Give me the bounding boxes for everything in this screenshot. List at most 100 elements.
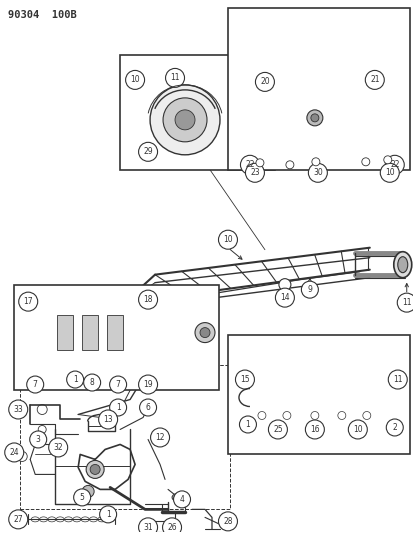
Text: 5: 5 (80, 493, 84, 502)
Circle shape (278, 279, 290, 290)
Text: 21: 21 (369, 75, 379, 84)
Text: 3: 3 (36, 435, 40, 444)
Circle shape (361, 158, 369, 166)
Circle shape (311, 158, 319, 166)
Circle shape (218, 230, 237, 249)
Bar (228, 335, 409, 455)
Circle shape (175, 110, 195, 130)
Circle shape (239, 416, 256, 433)
Circle shape (49, 438, 67, 457)
Circle shape (245, 163, 264, 182)
Text: 19: 19 (143, 380, 152, 389)
Circle shape (364, 70, 383, 90)
Circle shape (195, 322, 214, 343)
Text: 25: 25 (273, 425, 282, 434)
Bar (120, 55, 274, 170)
Bar (107, 314, 123, 350)
Text: 13: 13 (103, 415, 113, 424)
Text: 1: 1 (116, 403, 120, 412)
Circle shape (19, 292, 38, 311)
Circle shape (138, 375, 157, 394)
Circle shape (9, 510, 28, 529)
Circle shape (86, 461, 104, 479)
Text: 33: 33 (13, 405, 23, 414)
Circle shape (150, 428, 169, 447)
Text: 31: 31 (143, 523, 152, 532)
Circle shape (109, 399, 126, 416)
Circle shape (268, 420, 287, 439)
Text: 1: 1 (73, 375, 77, 384)
Bar (14, 285, 218, 390)
Circle shape (275, 288, 294, 307)
Bar (57, 314, 73, 350)
Text: 11: 11 (392, 375, 401, 384)
Circle shape (82, 486, 94, 497)
Circle shape (66, 371, 83, 388)
Text: 7: 7 (115, 380, 120, 389)
Text: 14: 14 (280, 293, 289, 302)
Text: 6: 6 (145, 403, 150, 412)
Circle shape (138, 142, 157, 161)
Circle shape (285, 161, 293, 169)
Text: 10: 10 (384, 168, 394, 177)
Circle shape (282, 411, 290, 419)
Circle shape (306, 110, 322, 126)
Circle shape (337, 411, 345, 419)
Text: 22: 22 (389, 160, 399, 169)
Circle shape (347, 420, 366, 439)
Circle shape (308, 163, 327, 182)
Circle shape (90, 464, 100, 474)
Circle shape (165, 68, 184, 87)
Bar (82, 314, 98, 350)
Text: 1: 1 (105, 510, 110, 519)
Text: 23: 23 (249, 168, 259, 177)
Circle shape (257, 411, 265, 419)
Text: 4: 4 (179, 495, 184, 504)
Text: 22: 22 (244, 160, 254, 169)
Circle shape (240, 155, 259, 174)
Text: 32: 32 (53, 443, 63, 452)
Circle shape (255, 159, 263, 167)
Circle shape (5, 443, 24, 462)
Text: 15: 15 (240, 375, 249, 384)
Circle shape (235, 370, 254, 389)
Circle shape (27, 376, 44, 393)
Circle shape (98, 410, 117, 429)
Bar (20, 365, 229, 510)
Circle shape (100, 506, 116, 523)
Circle shape (199, 328, 209, 337)
Text: 12: 12 (155, 433, 164, 442)
Text: 90304  100B: 90304 100B (8, 10, 77, 20)
Text: 29: 29 (143, 147, 152, 156)
Text: 9: 9 (307, 285, 311, 294)
Circle shape (109, 376, 126, 393)
Circle shape (385, 155, 403, 174)
Circle shape (385, 419, 402, 436)
Circle shape (150, 85, 219, 155)
Text: 27: 27 (13, 515, 23, 524)
Circle shape (17, 451, 27, 462)
Circle shape (30, 431, 47, 448)
Ellipse shape (170, 521, 180, 528)
Circle shape (305, 420, 323, 439)
Circle shape (173, 491, 190, 508)
Text: 16: 16 (309, 425, 319, 434)
Circle shape (9, 400, 28, 419)
Text: 11: 11 (401, 298, 411, 307)
Circle shape (310, 114, 318, 122)
Circle shape (83, 374, 100, 391)
Bar (228, 8, 409, 170)
Circle shape (310, 411, 318, 419)
Text: 26: 26 (167, 523, 176, 532)
Text: 11: 11 (170, 74, 179, 83)
Circle shape (362, 411, 370, 419)
Circle shape (162, 518, 181, 533)
Text: 10: 10 (352, 425, 362, 434)
Text: 18: 18 (143, 295, 152, 304)
Text: 7: 7 (33, 380, 38, 389)
Text: 8: 8 (90, 378, 94, 387)
Text: 17: 17 (24, 297, 33, 306)
Text: 24: 24 (9, 448, 19, 457)
Ellipse shape (172, 494, 184, 502)
Circle shape (74, 489, 90, 506)
